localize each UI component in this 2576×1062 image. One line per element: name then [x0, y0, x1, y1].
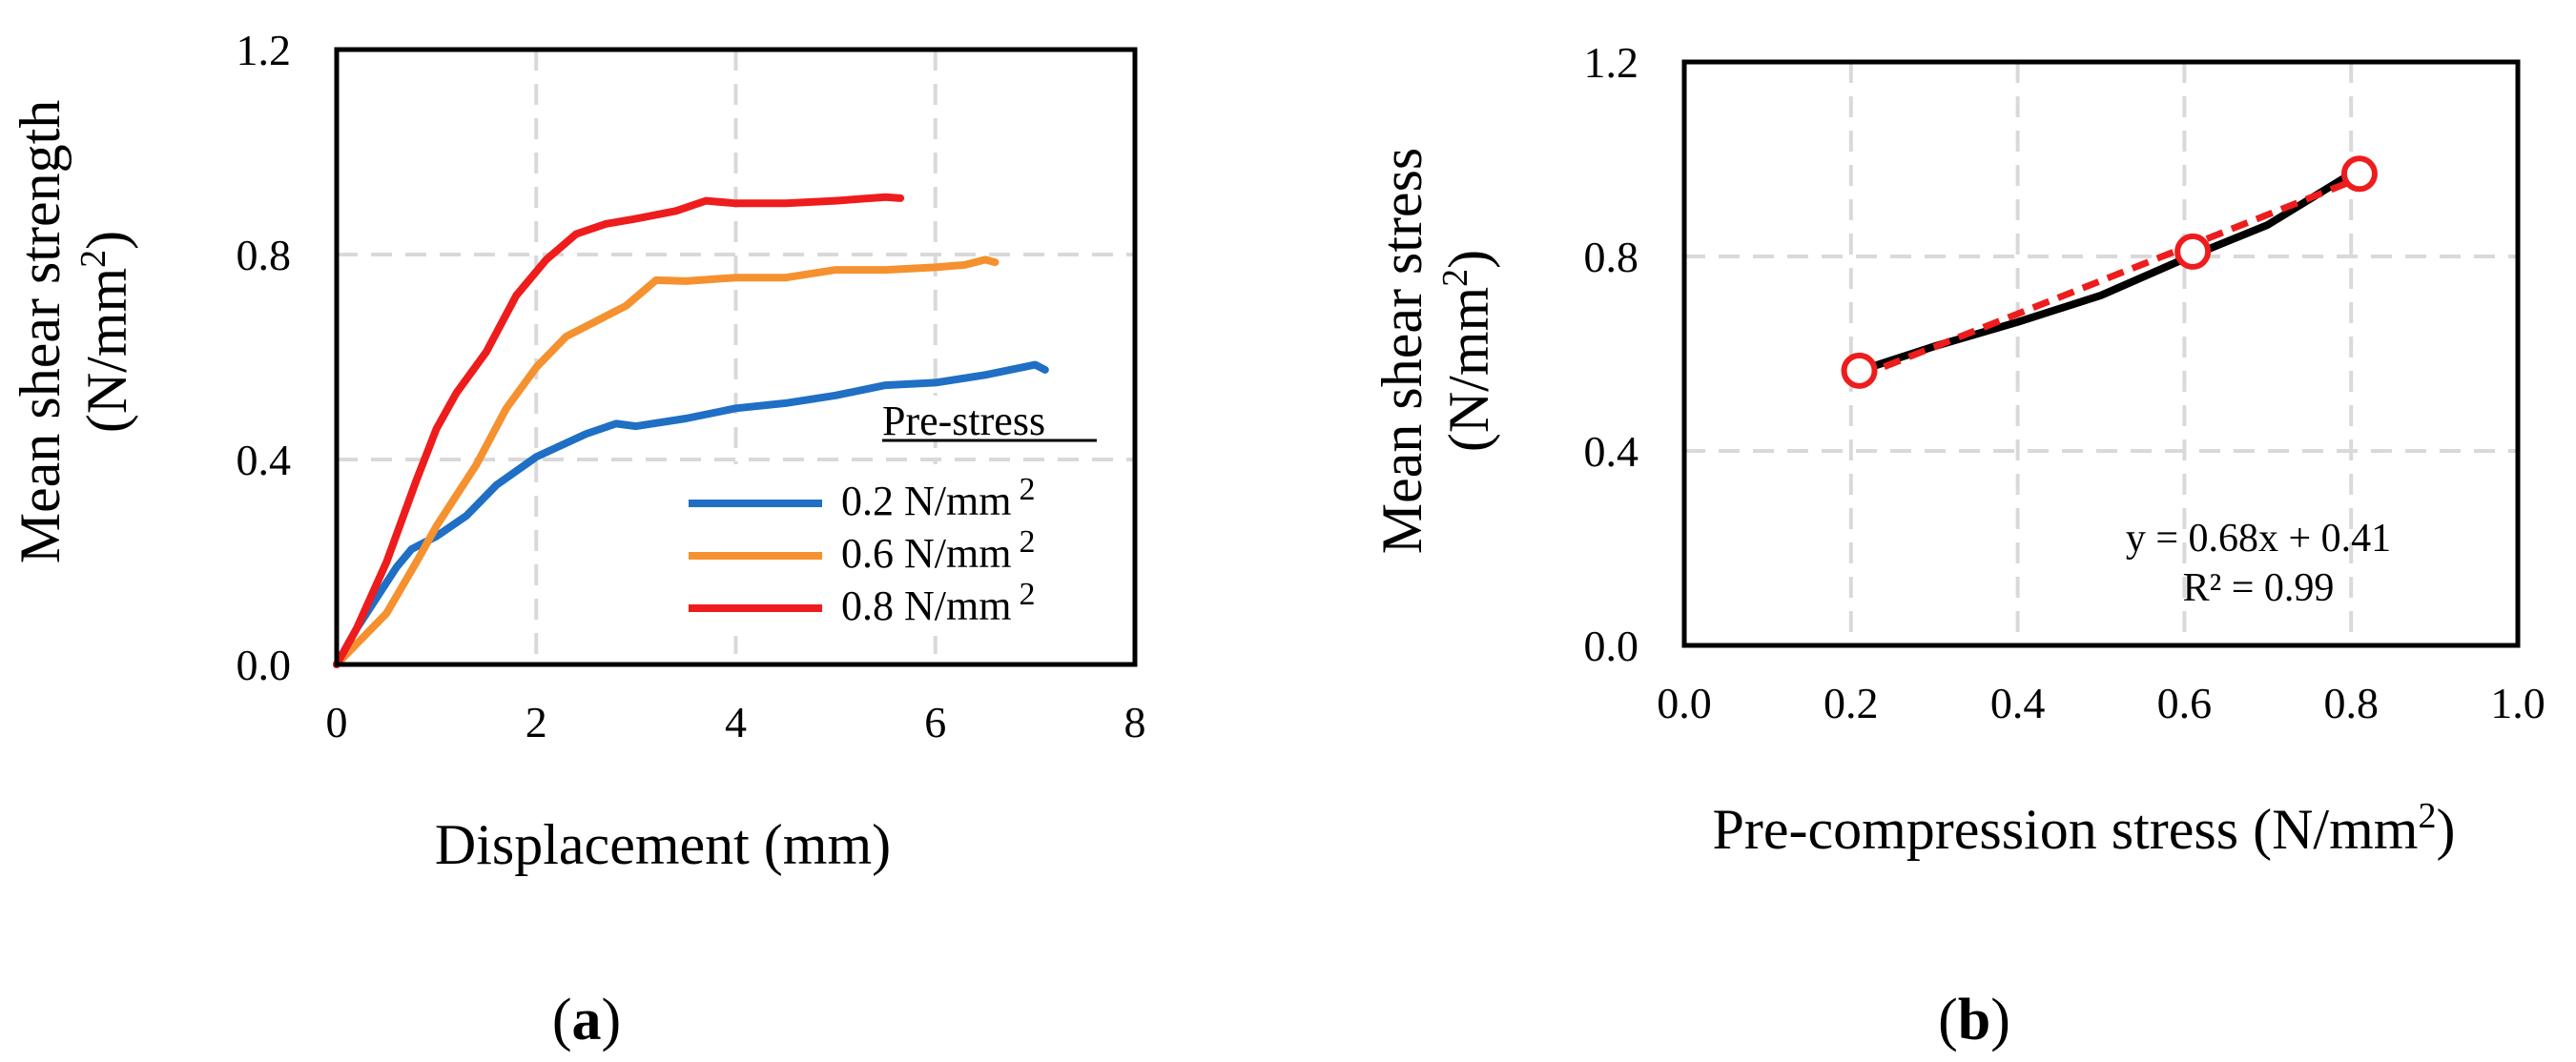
chart-b-x-title-superscript: 2 [2418, 796, 2436, 836]
chart-b-y-unit-close: ) [1437, 250, 1500, 269]
chart-a-y-axis-unit: (N/mm2) [73, 231, 138, 433]
y-tick-label: 1.2 [1584, 38, 1639, 87]
chart-b-x-axis-title: Pre-compression stress (N/mm2) [1713, 796, 2456, 861]
legend-label-text: 0.6 N/mm [841, 530, 1011, 577]
chart-a-x-tick-labels: 0 2 4 6 8 [326, 698, 1146, 746]
legend-label-superscript: 2 [1019, 524, 1035, 560]
chart-b-r-squared: R² = 0.99 [2183, 566, 2335, 610]
x-tick-label: 6 [924, 698, 946, 746]
series-line-1 [1855, 170, 2356, 375]
chart-b-y-unit-superscript: 2 [1435, 269, 1475, 287]
x-tick-label: 0.4 [1990, 679, 2046, 727]
legend-label-text: 0.8 N/mm [841, 582, 1011, 629]
x-tick-label: 0.2 [1824, 679, 1879, 727]
chart-a-y-unit-close: ) [75, 231, 138, 250]
chart-a-displacement: 0 2 4 6 8 0.0 0.4 0.8 1.2 Displacement (mm) Mea… [9, 26, 1146, 1052]
chart-b-y-axis-unit: (N/mm2) [1435, 250, 1500, 452]
y-tick-label: 0.4 [237, 436, 292, 484]
chart-a-y-axis-title-line2: (N/mm2) [73, 231, 138, 433]
chart-b-x-title-text: Pre-compression stress (N/mm [1713, 798, 2419, 861]
chart-b-equation: y = 0.68x + 0.41 [2126, 517, 2391, 561]
y-tick-label: 0.8 [237, 231, 292, 279]
series-line-2 [333, 255, 999, 668]
chart-a-series [333, 193, 1049, 668]
legend-label-superscript: 2 [1019, 472, 1035, 507]
chart-b-y-unit-text: (N/mm [1437, 287, 1500, 452]
chart-b-precompression: 0.0 0.2 0.4 0.6 0.8 1.0 0.0 0.4 0.8 1.2 Pre-comp… [1370, 38, 2545, 1052]
chart-a-y-unit-text: (N/mm [75, 268, 138, 433]
x-tick-label: 0 [326, 698, 348, 746]
chart-a-legend-title: Pre-stress [882, 398, 1045, 444]
chart-b-y-tick-labels: 0.0 0.4 0.8 1.2 [1584, 38, 1639, 670]
chart-a-x-axis-title: Displacement (mm) [435, 813, 891, 876]
chart-a-y-axis-title-line1: Mean shear strength [9, 100, 72, 564]
series-line-1 [333, 360, 1049, 668]
y-tick-label: 1.2 [237, 26, 292, 74]
chart-a-gridlines [337, 50, 1135, 664]
y-tick-label: 0.4 [1584, 427, 1639, 476]
data-point-marker [1841, 352, 1878, 389]
legend-label-1: 0.2 N/mm 2 [841, 472, 1035, 524]
legend-label-2: 0.6 N/mm 2 [841, 524, 1035, 577]
series-line-3 [333, 193, 905, 668]
x-tick-label: 8 [1124, 698, 1146, 746]
x-tick-label: 2 [526, 698, 547, 746]
x-tick-label: 0.6 [2157, 679, 2213, 727]
chart-b-gridlines [1684, 62, 2518, 645]
chart-b-panel-label-open: ( [1938, 988, 1958, 1052]
y-tick-label: 0.8 [1584, 233, 1639, 281]
chart-b-series [1841, 155, 2378, 389]
chart-a-panel-label-close: ) [602, 988, 622, 1052]
chart-a-plot-frame [334, 47, 1138, 667]
chart-b-x-tick-labels: 0.0 0.2 0.4 0.6 0.8 1.0 [1657, 679, 2545, 727]
x-tick-label: 1.0 [2490, 679, 2545, 727]
legend-label-3: 0.8 N/mm 2 [841, 577, 1035, 629]
chart-b-x-title-close: ) [2436, 798, 2455, 861]
trendline [1858, 174, 2361, 380]
y-tick-label: 0.0 [237, 641, 292, 689]
data-point-marker [2174, 233, 2212, 270]
x-tick-label: 0.0 [1657, 679, 1712, 727]
chart-a-legend-entries: 0.2 N/mm 20.6 N/mm 20.8 N/mm 2 [689, 472, 1035, 629]
chart-a-legend-title-bg [863, 396, 1106, 439]
chart-b-y-axis-title-line2: (N/mm2) [1435, 250, 1500, 452]
chart-a-panel-label-open: ( [552, 988, 572, 1052]
legend-label-text: 0.2 N/mm [841, 478, 1011, 524]
chart-a-y-axis-title: Mean shear strength [9, 100, 72, 564]
chart-b-panel-label: (b) [1938, 988, 2010, 1052]
chart-b-plot-frame [1681, 59, 2521, 648]
data-point-marker [2340, 155, 2378, 193]
chart-b-y-axis-title-line1: Mean shear stress [1370, 148, 1433, 555]
chart-a-panel-label-letter: a [572, 988, 602, 1052]
chart-b-panel-label-letter: b [1958, 988, 1990, 1052]
x-tick-label: 0.8 [2323, 679, 2379, 727]
chart-b-panel-label-close: ) [1990, 988, 2010, 1052]
chart-a-panel-label: (a) [552, 988, 621, 1052]
x-tick-label: 4 [725, 698, 747, 746]
legend-label-superscript: 2 [1019, 577, 1035, 612]
y-tick-label: 0.0 [1584, 622, 1639, 670]
chart-a-y-unit-superscript: 2 [73, 250, 113, 268]
chart-a-y-tick-labels: 0.0 0.4 0.8 1.2 [237, 26, 292, 689]
chart-b-y-axis-title: Mean shear stress [1370, 148, 1433, 555]
